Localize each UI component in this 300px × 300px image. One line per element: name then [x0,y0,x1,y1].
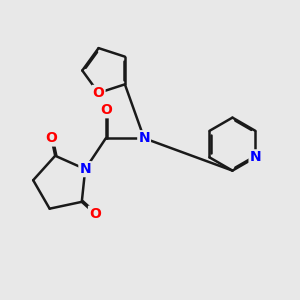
Text: O: O [100,103,112,117]
Text: N: N [80,162,91,176]
Text: N: N [250,150,261,164]
Text: N: N [138,131,150,145]
Text: O: O [93,86,104,100]
Text: O: O [46,131,57,146]
Text: O: O [89,207,101,221]
